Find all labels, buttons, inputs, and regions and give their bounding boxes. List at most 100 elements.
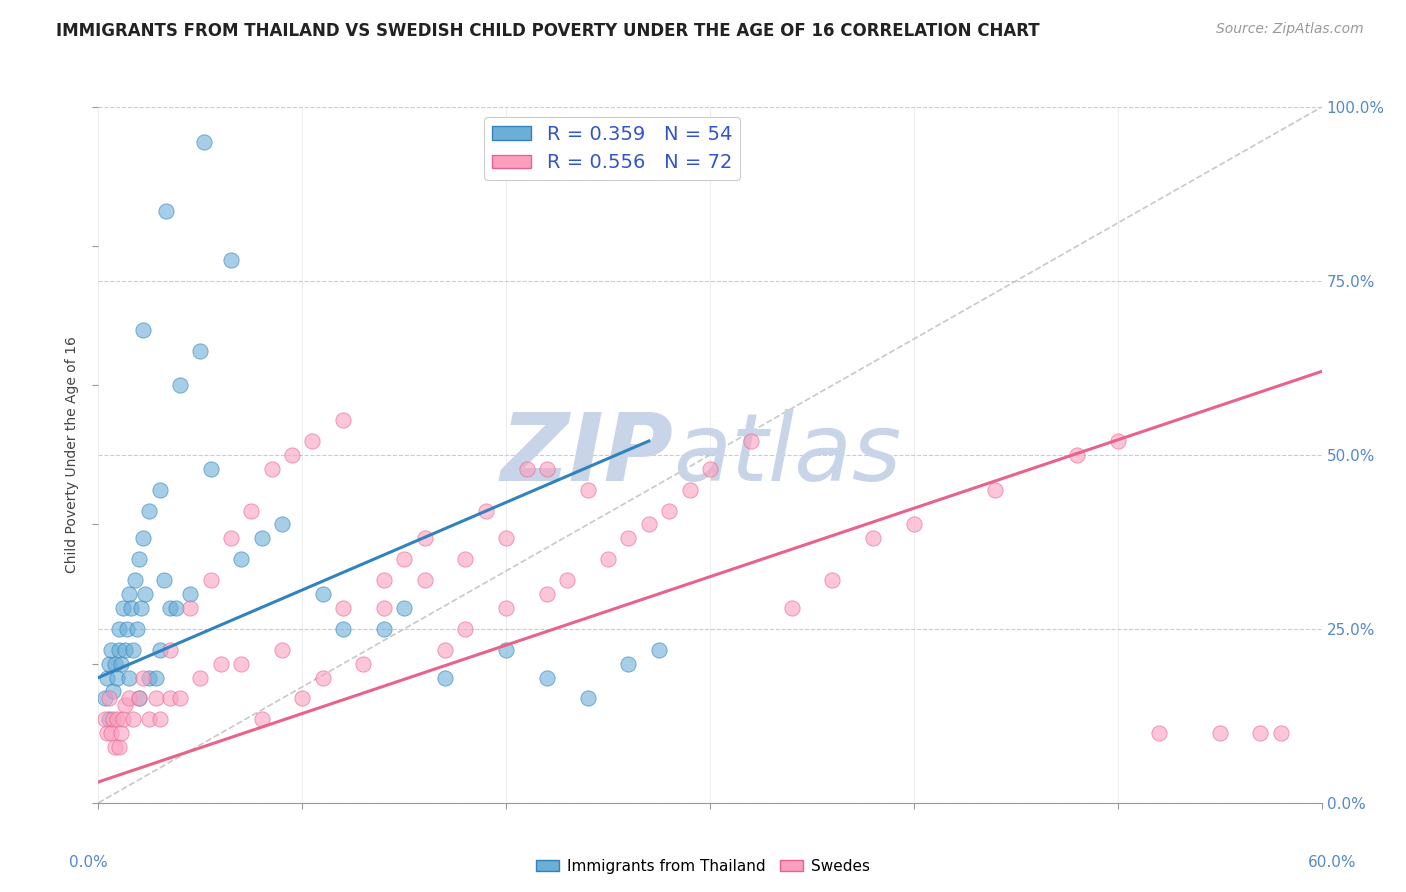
Point [138,671,160,685]
Point [219,532,242,546]
Point [114,642,136,657]
Point [209,657,232,671]
Point [200,573,222,587]
Point [93,691,115,706]
Point [679,483,702,497]
Point [250,712,273,726]
Point [97,712,120,726]
Point [454,622,477,636]
Point [648,642,671,657]
Point [188,343,212,358]
Point [108,642,131,657]
Point [699,462,721,476]
Point [118,691,141,706]
Point [1066,448,1088,462]
Text: 60.0%: 60.0% [1308,855,1355,870]
Point [658,503,681,517]
Text: ZIP: ZIP [501,409,673,501]
Point [100,642,122,657]
Point [145,671,167,685]
Point [128,691,150,706]
Point [159,691,181,706]
Point [104,657,127,671]
Point [270,517,294,532]
Point [188,671,212,685]
Point [105,671,128,685]
Point [149,642,172,657]
Point [536,671,558,685]
Point [110,657,132,671]
Point [433,671,456,685]
Point [413,573,436,587]
Point [576,483,599,497]
Point [97,657,120,671]
Point [114,698,136,713]
Point [352,657,374,671]
Point [193,135,215,149]
Point [1270,726,1292,740]
Point [138,712,160,726]
Point [392,601,416,615]
Point [100,726,122,740]
Point [312,671,335,685]
Point [138,503,160,517]
Point [495,532,517,546]
Point [281,448,304,462]
Point [495,601,517,615]
Point [240,503,263,517]
Point [110,726,132,740]
Point [638,517,661,532]
Point [105,712,128,726]
Point [152,573,174,587]
Point [231,657,253,671]
Point [250,532,273,546]
Point [104,740,127,755]
Point [111,601,134,615]
Point [557,573,579,587]
Point [617,657,640,671]
Point [291,691,314,706]
Point [128,691,150,706]
Point [132,532,155,546]
Point [312,587,335,601]
Point [332,601,354,615]
Point [301,434,323,448]
Point [270,642,294,657]
Point [373,601,395,615]
Point [111,712,134,726]
Point [413,532,436,546]
Point [536,462,558,476]
Point [862,532,884,546]
Point [118,671,141,685]
Point [93,712,115,726]
Point [132,671,155,685]
Point [454,552,477,566]
Point [373,573,395,587]
Point [96,726,118,740]
Point [576,691,599,706]
Point [495,642,517,657]
Point [474,503,498,517]
Point [118,587,141,601]
Point [231,552,253,566]
Point [332,622,354,636]
Point [1147,726,1170,740]
Point [392,552,416,566]
Point [122,712,145,726]
Point [101,712,124,726]
Point [1249,726,1271,740]
Point [96,671,118,685]
Point [132,323,155,337]
Point [134,587,156,601]
Legend: Immigrants from Thailand, Swedes: Immigrants from Thailand, Swedes [530,853,876,880]
Point [97,691,120,706]
Point [145,691,167,706]
Point [124,573,146,587]
Point [984,483,1007,497]
Point [165,601,187,615]
Point [115,622,138,636]
Point [516,462,538,476]
Point [169,691,191,706]
Text: 0.0%: 0.0% [69,855,108,870]
Point [596,552,619,566]
